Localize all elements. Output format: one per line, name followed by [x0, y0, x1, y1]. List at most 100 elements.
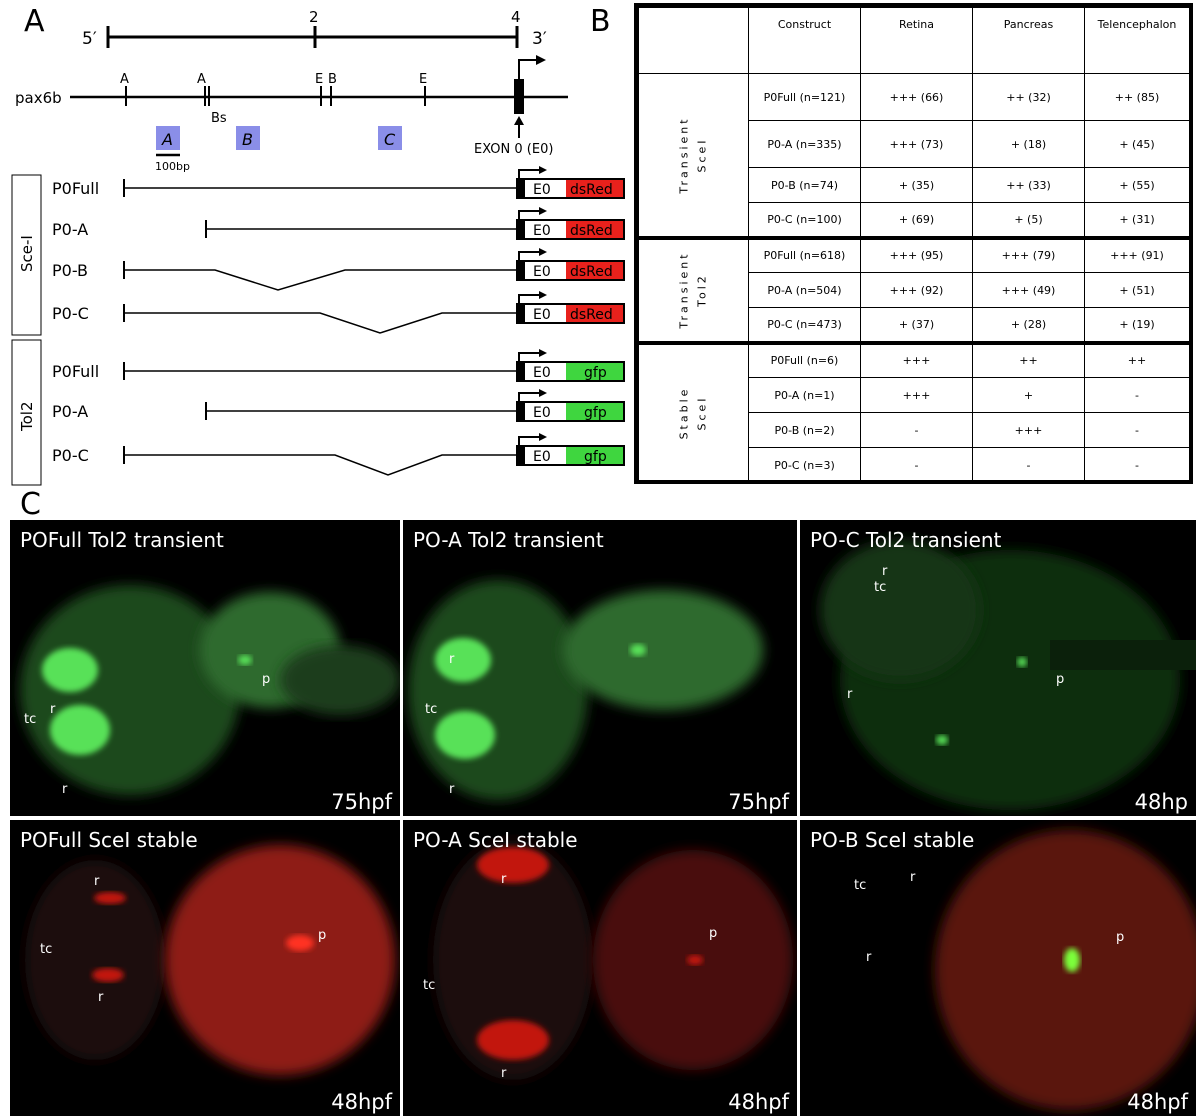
table-cell-value: ++	[1084, 340, 1190, 378]
fluorescence-image-tile: POFull Tol2 transient 75hpf r tc r p	[10, 520, 400, 816]
image-timepoint: 48hp	[1134, 790, 1188, 814]
table-header-construct: Construct	[748, 7, 861, 74]
fluorescence-region	[477, 847, 549, 883]
table-cell-value: ++ (32)	[972, 73, 1085, 121]
tissue-label: p	[1116, 930, 1125, 945]
image-title: PO-B SceI stable	[810, 828, 975, 852]
image-title: POFull SceI stable	[20, 828, 198, 852]
image-timepoint: 48hpf	[1127, 1090, 1188, 1114]
tol2-group-box	[11, 339, 42, 486]
tss-arrow-icon	[518, 169, 542, 180]
table-cell-value: ++ (33)	[972, 167, 1085, 203]
table-cell-value: +++	[972, 412, 1085, 448]
embryo-image	[25, 845, 395, 1075]
fluorescence-region	[820, 540, 980, 680]
table-cell-value: ++	[972, 340, 1085, 378]
three-prime-label: 3′	[532, 29, 547, 49]
dsred-segment	[566, 180, 623, 197]
reporter-label: gfp	[584, 449, 607, 465]
expression-summary-table: Construct Retina Pancreas Telencephalon …	[634, 3, 1193, 484]
fluorescence-region	[936, 735, 948, 745]
embryo-image	[820, 540, 1196, 810]
table-cell-value: -	[972, 447, 1085, 483]
dsred-segment	[566, 305, 623, 322]
site-a1: A	[120, 72, 129, 87]
table-row: Transient Tol2 P0Full (n=618) +++ (95) +++ …	[638, 235, 1190, 343]
tss-arrow-icon	[518, 392, 542, 403]
fluorescence-region	[42, 648, 98, 692]
gfp-segment	[566, 447, 623, 464]
tissue-label: r	[501, 872, 507, 887]
table-cell-value: +++ (49)	[972, 272, 1085, 308]
reporter-label: gfp	[584, 405, 607, 421]
table-cell-value: +++ (91)	[1084, 235, 1190, 273]
table-header-retina: Retina	[860, 7, 973, 74]
tissue-label: tc	[40, 942, 53, 957]
tissue-label: p	[1056, 672, 1065, 687]
reporter-label: dsRed	[570, 307, 613, 323]
fluorescence-image-tile: PO-B SceI stable 48hpf tc r r p	[800, 820, 1196, 1116]
table-cell-value: + (51)	[1084, 272, 1190, 308]
table-cell-construct: P0Full (n=121)	[748, 73, 861, 121]
fluorescence-region	[687, 955, 703, 965]
fluorescence-image-tile: PO-C Tol2 transient 48hp tc r r p	[800, 520, 1196, 816]
tss-arrow-icon	[518, 294, 542, 305]
gene-name-label: pax6b	[15, 89, 62, 107]
construct-name: P0-A	[52, 402, 88, 421]
table-cell-construct: P0-C (n=3)	[748, 447, 861, 483]
table-group-label: Stable SceI	[638, 340, 749, 483]
construct-row: P0-A E0 dsRed	[52, 207, 625, 240]
construct-row: P0-C E0 dsRed	[52, 291, 625, 334]
table-cell-value: + (5)	[972, 202, 1085, 238]
construct-line	[124, 312, 517, 334]
image-timepoint: 75hpf	[331, 790, 392, 814]
table-row: P0-A (n=335) +++ (73) + (18) + (45)	[639, 120, 1190, 168]
exon0-segment-label: E0	[533, 264, 551, 280]
table-row: Stable SceI P0Full (n=6) +++ ++ ++	[638, 340, 1190, 483]
table-row: P0-C (n=3) - - -	[639, 447, 1190, 483]
tol2-group-label: Tol2	[18, 401, 36, 432]
gfp-segment	[566, 363, 623, 380]
reporter-label: dsRed	[570, 182, 613, 198]
construct-name: P0-A	[52, 220, 88, 239]
scale-mark-4: 4	[511, 8, 521, 26]
table-header-telencephalon: Telencephalon	[1084, 7, 1190, 74]
scale-mark-2: 2	[309, 8, 319, 26]
tss-arrow-icon	[518, 210, 542, 221]
table-row: P0-A (n=504) +++ (92) +++ (49) + (51)	[639, 272, 1190, 308]
panel-b-letter: B	[590, 4, 611, 39]
tissue-label: tc	[423, 978, 436, 993]
tissue-label: r	[910, 870, 916, 885]
site-bs: Bs	[211, 111, 227, 126]
image-timepoint: 75hpf	[728, 790, 789, 814]
table-cell-construct: P0-A (n=335)	[748, 120, 861, 168]
table-cell-value: +++ (73)	[860, 120, 973, 168]
fluorescence-region	[408, 580, 588, 800]
tissue-label: p	[318, 928, 327, 943]
construct-line	[124, 269, 517, 291]
construct-diagram-svg: 5′ 3′ 2 4 pax6b A A Bs E B E EXON 0 (E0)…	[11, 8, 625, 486]
panel-c-letter: C	[20, 487, 41, 522]
tissue-label: r	[62, 782, 68, 797]
fluorescence-region	[433, 840, 593, 1080]
fluorescence-region	[1064, 948, 1080, 972]
table-header-pancreas: Pancreas	[972, 7, 1085, 74]
table-cell-value: + (31)	[1084, 202, 1190, 238]
table-cell-value: + (28)	[972, 307, 1085, 343]
reporter-label: dsRed	[570, 223, 613, 239]
construct-line	[124, 454, 517, 476]
fluorescence-region	[165, 845, 395, 1075]
scei-group-label: Sce-I	[18, 235, 36, 272]
image-timepoint: 48hpf	[728, 1090, 789, 1114]
table-corner-cell	[638, 7, 749, 74]
construct-name: P0Full	[52, 179, 99, 198]
exon0-segment-label: E0	[533, 182, 551, 198]
table-cell-value: +	[972, 377, 1085, 413]
tissue-label: r	[866, 950, 872, 965]
image-title: PO-A SceI stable	[413, 828, 578, 852]
table-cell-value: + (45)	[1084, 120, 1190, 168]
exon0-segment-label: E0	[533, 307, 551, 323]
region-a-label: A	[161, 130, 173, 149]
reporter-label: gfp	[584, 365, 607, 381]
embryo-image	[20, 585, 400, 795]
